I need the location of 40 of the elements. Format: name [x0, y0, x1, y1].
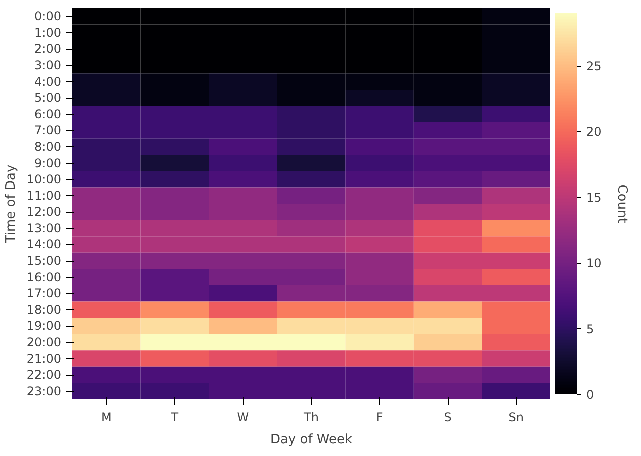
y-tick-label: 18:00	[26, 302, 62, 317]
color-bar-label: 0	[586, 388, 594, 402]
y-tick-label: 6:00	[34, 107, 62, 122]
y-tick-label: 16:00	[26, 270, 62, 284]
y-tick-label: 12:00	[26, 205, 62, 220]
y-tick-label: 9:00	[34, 156, 62, 170]
y-tick-label: 13:00	[26, 221, 62, 236]
color-bar-label: 15	[586, 190, 602, 205]
y-tick-label: 14:00	[26, 238, 62, 252]
y-axis-title: Time of Day	[4, 164, 19, 244]
y-tick-label: 23:00	[26, 384, 62, 398]
y-tick-label: 20:00	[26, 335, 62, 350]
y-tick-label: 7:00	[34, 124, 62, 138]
y-tick-label: 2:00	[34, 42, 62, 56]
x-tick-label: T	[170, 410, 180, 424]
color-bar-label: 20	[586, 125, 602, 140]
x-tick-label: W	[237, 410, 250, 424]
x-tick-label: F	[376, 410, 384, 424]
color-bar-label: 10	[586, 256, 602, 271]
y-tick-label: 5:00	[34, 91, 62, 106]
y-tick-label: 8:00	[34, 140, 62, 154]
color-bar-label: 25	[586, 60, 602, 74]
y-tick-label: 3:00	[34, 58, 62, 73]
x-axis-title: Day of Week	[270, 432, 354, 448]
y-tick-label: 15:00	[26, 254, 62, 268]
y-tick-label: 10:00	[26, 172, 62, 187]
y-tick-label: 11:00	[26, 188, 62, 203]
y-tick-label: 1:00	[34, 26, 62, 40]
x-tick-label: M	[101, 410, 112, 424]
x-tick-label: S	[444, 410, 452, 424]
y-tick-label: 0:00	[34, 10, 62, 24]
y-tick-label: 19:00	[26, 319, 62, 334]
color-bar-label: 5	[586, 322, 594, 336]
y-tick-label: 21:00	[26, 352, 62, 366]
y-tick-label: 22:00	[26, 368, 62, 382]
x-tick-label: Th	[303, 410, 319, 424]
color-bar-title: Count	[614, 184, 630, 224]
x-tick-label: Sn	[508, 410, 524, 424]
y-tick-label: 17:00	[26, 286, 62, 301]
y-tick-label: 4:00	[34, 74, 62, 89]
